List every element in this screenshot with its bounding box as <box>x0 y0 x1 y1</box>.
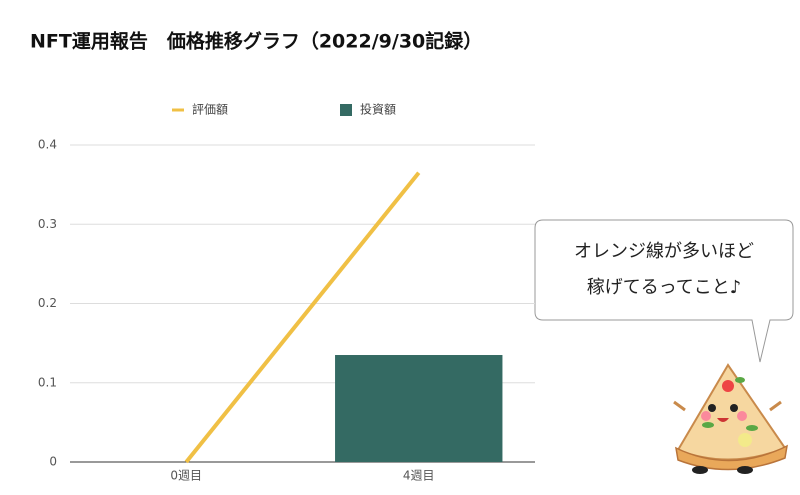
y-tick-label: 0.2 <box>38 296 57 310</box>
pizza-mascot <box>673 363 788 474</box>
y-tick-label: 0.1 <box>38 375 57 389</box>
x-tick-label: 4週目 <box>403 469 435 483</box>
y-tick-label: 0.4 <box>38 138 57 152</box>
legend-label: 投資額 <box>360 102 396 117</box>
speech-bubble: オレンジ線が多いほど 稼げてるってこと♪ <box>534 219 794 363</box>
chart-title: NFT運用報告 価格推移グラフ（2022/9/30記録） <box>30 30 482 53</box>
y-tick-label: 0 <box>49 455 57 469</box>
line <box>184 171 421 464</box>
y-tick-label: 0.3 <box>38 217 57 231</box>
bubble-text: 稼げてるってこと♪ <box>587 277 742 298</box>
x-tick-label: 0週目 <box>170 469 202 483</box>
bubble-text: オレンジ線が多いほど <box>574 241 754 262</box>
legend-swatch <box>340 104 352 116</box>
legend-label: 評価額 <box>192 102 228 117</box>
bar <box>335 355 503 462</box>
